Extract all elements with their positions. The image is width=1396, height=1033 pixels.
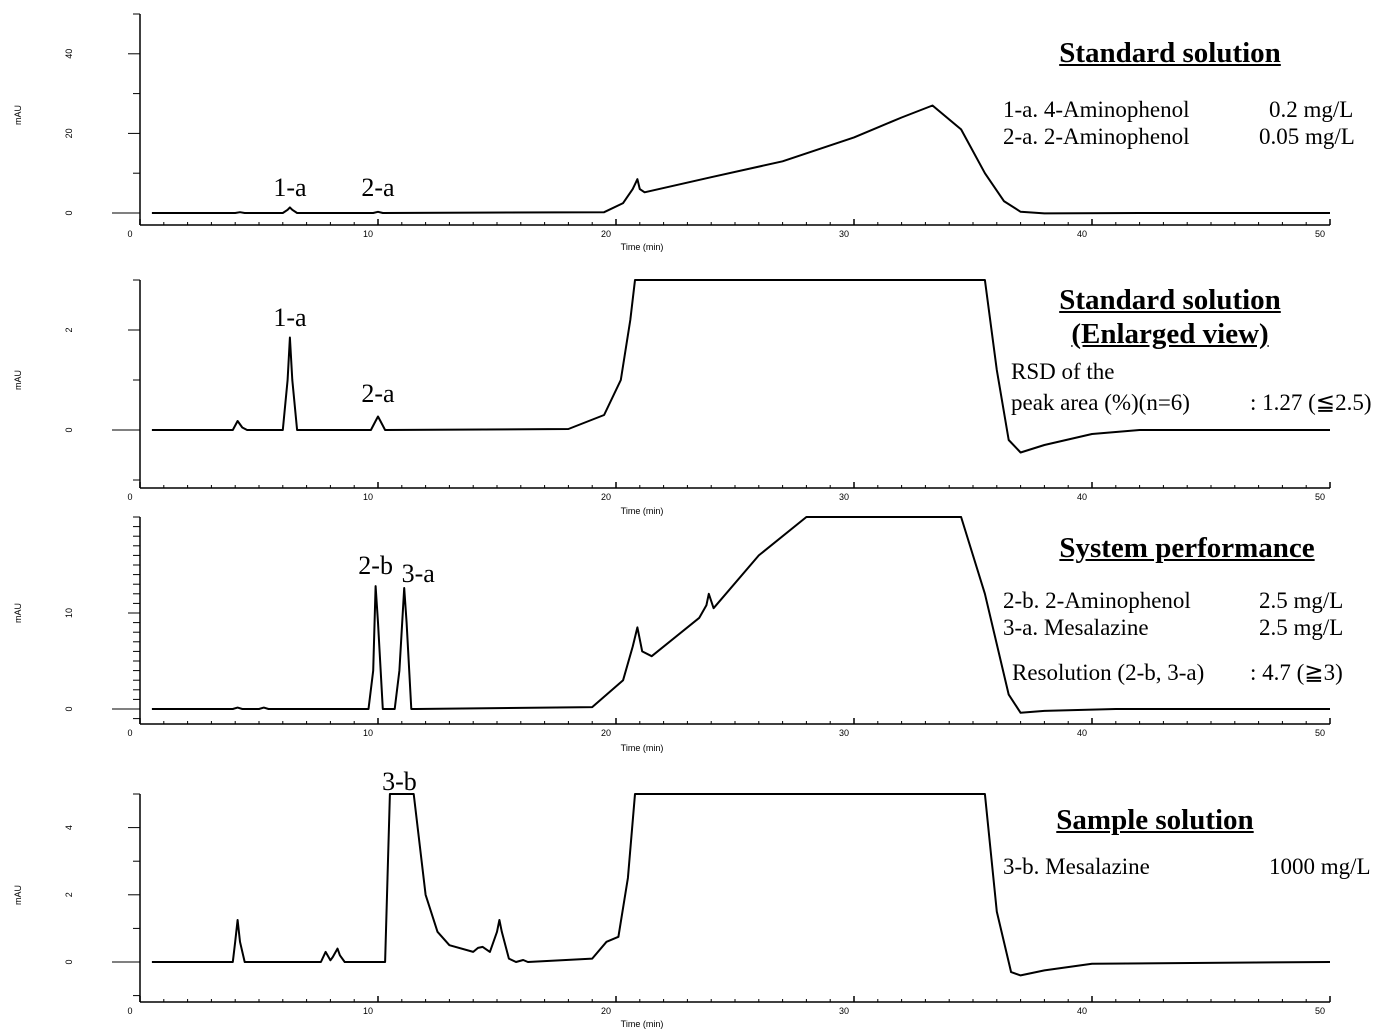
- x-tick-label: 30: [839, 229, 849, 239]
- x-axis-label: Time (min): [621, 743, 664, 753]
- peak-label: 3-b: [382, 767, 417, 796]
- panel-2-note-line-2: peak area (%)(n=6): [1011, 390, 1190, 415]
- x-tick-label: 20: [601, 1006, 611, 1016]
- x-tick-label: 10: [363, 492, 373, 502]
- x-tick-label: 10: [363, 728, 373, 738]
- panel-4-compound-1-name: 3-b. Mesalazine: [1003, 854, 1150, 879]
- x-tick-label: 10: [363, 1006, 373, 1016]
- peak-label: 3-a: [402, 559, 436, 588]
- x-tick-label: 30: [839, 492, 849, 502]
- panel-1-title-line-1: Standard solution: [1059, 37, 1281, 69]
- y-axis-label: mAU: [13, 885, 23, 905]
- peak-label: 2-a: [361, 173, 395, 202]
- panel-1-compound-1-conc: 0.2 mg/L: [1269, 97, 1354, 122]
- x-tick-label: 0: [127, 1006, 132, 1016]
- x-tick-label: 20: [601, 728, 611, 738]
- panel-4-title: Sample solution: [985, 803, 1325, 837]
- y-tick-label: 4: [64, 825, 74, 830]
- y-tick-label: 0: [64, 210, 74, 215]
- x-tick-label: 30: [839, 728, 849, 738]
- y-axis-label: mAU: [13, 105, 23, 125]
- x-tick-label: 30: [839, 1006, 849, 1016]
- panel-4-title-line-1: Sample solution: [1056, 804, 1254, 836]
- panel-3-compound-1-conc: 2.5 mg/L: [1259, 588, 1344, 613]
- x-tick-label: 50: [1315, 492, 1325, 502]
- panel-2-note-value: : 1.27 (≦2.5): [1250, 390, 1372, 415]
- chromatogram-trace-1: [151, 279, 1330, 454]
- panel-1-compound-2-conc: 0.05 mg/L: [1259, 124, 1355, 149]
- x-tick-label: 0: [127, 229, 132, 239]
- x-axis-label: Time (min): [621, 506, 664, 516]
- panel-3-note-line-1: Resolution (2-b, 3-a): [1012, 660, 1205, 685]
- peak-label: 2-b: [358, 551, 393, 580]
- peak-label: 1-a: [273, 173, 307, 202]
- y-tick-label: 0: [64, 706, 74, 711]
- y-tick-label: 40: [64, 49, 74, 59]
- y-tick-label: 10: [64, 608, 74, 618]
- x-tick-label: 50: [1315, 728, 1325, 738]
- panel-1-title: Standard solution: [1000, 36, 1340, 70]
- chart-panel-3: 0 10 mAU 0 10 20 30 40 50 Time (min) 2-b 3-a: [13, 516, 1331, 753]
- y-tick-label: 2: [64, 892, 74, 897]
- panel-3-compound-2-conc: 2.5 mg/L: [1259, 615, 1344, 640]
- chromatogram-trace-1: [151, 793, 1331, 977]
- chart-panel-1: 0 20 40 mAU 0 10 20 30 40 50 Time (min) 1-a 2-a: [13, 13, 1331, 252]
- x-tick-label: 0: [127, 728, 132, 738]
- x-tick-label: 0: [127, 492, 132, 502]
- x-tick-label: 40: [1077, 1006, 1087, 1016]
- panel-1-compound-2-name: 2-a. 2-Aminophenol: [1003, 124, 1190, 149]
- panel-2-title-line-1: Standard solution: [1059, 284, 1281, 316]
- panel-2-title-line-2: (Enlarged view): [1071, 318, 1269, 350]
- x-tick-label: 20: [601, 229, 611, 239]
- panel-3-note-value: : 4.7 (≧3): [1250, 660, 1343, 685]
- panel-3-title: System performance: [1017, 531, 1357, 565]
- y-tick-label: 0: [64, 959, 74, 964]
- x-tick-label: 40: [1077, 728, 1087, 738]
- chart-panel-2: 0 2 mAU 0 10 20 30 40 50 Time (min) 1-a 2-a: [13, 279, 1331, 516]
- panel-4-compound-1-conc: 1000 mg/L: [1269, 854, 1371, 879]
- y-tick-label: 20: [64, 128, 74, 138]
- x-tick-label: 10: [363, 229, 373, 239]
- panel-3-title-line-1: System performance: [1059, 532, 1315, 564]
- x-tick-label: 20: [601, 492, 611, 502]
- x-tick-label: 40: [1077, 229, 1087, 239]
- chromatogram-trace-1: [151, 516, 1330, 714]
- panel-3-compound-1-name: 2-b. 2-Aminophenol: [1003, 588, 1191, 613]
- x-tick-label: 50: [1315, 1006, 1325, 1016]
- panel-2-title: Standard solution (Enlarged view): [1000, 283, 1340, 351]
- chart-panel-4: 0 2 4 mAU 0 10 20 30 40 50 Time (min) 3-b: [13, 767, 1331, 1029]
- x-axis-label: Time (min): [621, 242, 664, 252]
- panel-3-compound-2-name: 3-a. Mesalazine: [1003, 615, 1149, 640]
- peak-label: 1-a: [273, 303, 307, 332]
- y-tick-label: 0: [64, 427, 74, 432]
- y-axis-label: mAU: [13, 603, 23, 623]
- x-tick-label: 50: [1315, 229, 1325, 239]
- x-tick-label: 40: [1077, 492, 1087, 502]
- x-axis-label: Time (min): [621, 1019, 664, 1029]
- y-tick-label: 2: [64, 327, 74, 332]
- panel-2-note-line-1: RSD of the: [1011, 359, 1115, 384]
- peak-label: 2-a: [361, 379, 395, 408]
- y-axis-label: mAU: [13, 370, 23, 390]
- panel-1-compound-1-name: 1-a. 4-Aminophenol: [1003, 97, 1190, 122]
- chromatogram-trace-1: [151, 104, 1330, 215]
